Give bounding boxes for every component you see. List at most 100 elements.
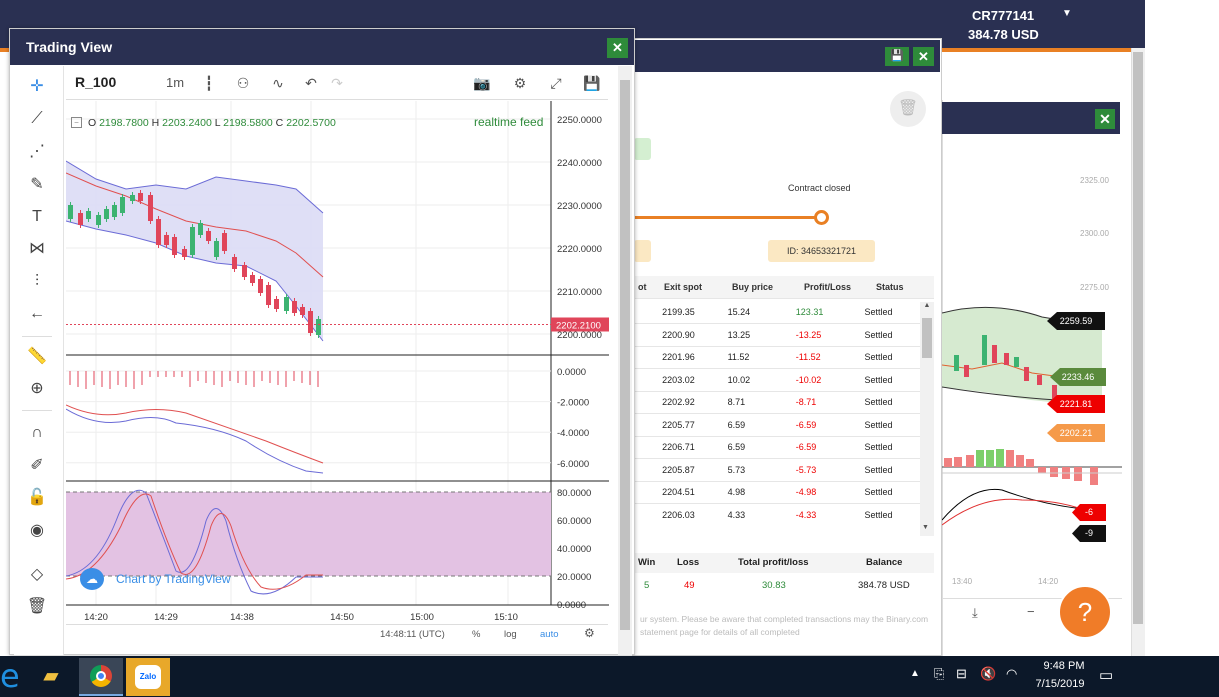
tv-scrollbar-thumb[interactable] [620,80,630,630]
candle [138,193,143,201]
mini-chart-close-button[interactable]: ✕ [1095,109,1115,129]
transaction-row[interactable]: 2203.02 10.02 -10.02 Settled [634,368,920,392]
screenshot-icon[interactable]: 📷 [473,75,491,91]
transaction-row[interactable]: 2206.71 6.59 -6.59 Settled [634,436,920,459]
account-dropdown-icon[interactable]: ▼ [1062,8,1072,19]
status-cell: Settled [860,346,920,369]
page-scrollbar-thumb[interactable] [1133,52,1143,624]
zoom-out-icon[interactable]: − [1027,604,1035,619]
crosshair-icon[interactable]: ✛ [30,78,44,95]
zalo-taskbar-button[interactable]: Zalo [126,658,170,696]
transaction-row[interactable]: 2201.96 11.52 -11.52 Settled [634,346,920,369]
chrome-taskbar-button[interactable] [79,658,123,696]
profit-loss-cell: -8.71 [791,391,861,414]
delete-icon[interactable]: 🗑 [26,598,48,615]
transactions-table: 2199.35 15.24 123.31 Settled 2200.90 13.25 -13… [634,301,920,526]
candle [316,319,321,335]
fullscreen-icon[interactable]: ⤢ [550,75,562,91]
prediction-icon[interactable]: ⫶ [34,273,39,290]
transactions-scrollbar[interactable]: ▲ [920,302,934,536]
candle [182,249,187,257]
candle [156,219,161,245]
scale-settings-icon[interactable]: ⚙ [584,626,595,640]
network-icon[interactable]: ⊟ [956,666,967,681]
file-explorer-icon[interactable]: ▰ [43,665,59,687]
transaction-row[interactable]: 2206.03 4.33 -4.33 Settled [634,503,920,526]
tray-expand-icon[interactable]: ▲ [910,668,920,679]
candle [284,297,289,311]
help-button[interactable]: ? [1058,585,1112,639]
scroll-up-icon[interactable]: ▲ [923,302,931,309]
save-button[interactable]: 💾 [885,47,909,66]
trading-view-header[interactable] [10,29,634,65]
lock-drawing-icon[interactable]: ✐ [30,457,44,474]
edge-icon[interactable]: e [0,657,20,695]
symbol-selector[interactable]: R_100 [75,74,117,90]
candle [266,285,271,305]
trading-view-close-button[interactable]: ✕ [607,38,628,58]
transactions-scroll-thumb[interactable] [922,318,932,358]
macd-tick: -4.0000 [557,428,589,439]
transaction-row[interactable]: 2204.51 4.98 -4.98 Settled [634,481,920,504]
candle [172,237,177,255]
download-icon[interactable]: ⤓ [972,605,978,620]
pattern-icon[interactable]: ⋈ [29,240,45,257]
unlock-icon[interactable]: 🔓 [27,489,47,506]
fib-icon[interactable]: ⋰ [29,143,45,160]
compare-icon[interactable]: ∿ [272,75,284,91]
brush-icon[interactable]: ✎ [30,176,44,193]
undo-icon[interactable]: ↶ [305,75,317,91]
page-margin [1145,0,1219,656]
redo-icon[interactable]: ↷ [331,75,343,91]
transaction-row[interactable]: 2199.35 15.24 123.31 Settled [634,301,920,324]
scroll-down-icon[interactable]: ▼ [922,524,929,531]
profit-loss-cell: -4.33 [791,503,861,526]
watermark[interactable]: Chart by TradingView [116,572,231,586]
price-chart[interactable]: 2250.0000 2240.0000 2230.0000 2220.0000 2210… [66,101,609,623]
save-layout-icon[interactable]: 💾 [583,75,601,91]
summary-balance: 384.78 USD [858,580,910,591]
summary-header: Win Loss Total profit/loss Balance [634,553,934,573]
text-icon[interactable]: T [32,208,42,225]
entry-spot-cell [634,503,659,526]
layers-icon[interactable]: ◇ [30,566,44,583]
contract-status-text: Contract closed [788,183,851,193]
account-id[interactable]: CR777141 [972,8,1035,23]
clock-date[interactable]: 7/15/2019 [1035,678,1085,690]
transaction-row[interactable]: 2205.87 5.73 -5.73 Settled [634,458,920,482]
legend-collapse-icon[interactable]: − [71,117,82,128]
eye-icon[interactable]: ◉ [30,522,44,539]
auto-toggle[interactable]: auto [540,629,559,640]
mini-chart-header[interactable] [942,102,1120,134]
contract-close-button[interactable]: ✕ [913,47,934,66]
candle [112,205,117,217]
wifi-icon[interactable]: ◠ [1006,666,1018,681]
usb-icon[interactable]: ⎘ [934,666,945,681]
candle [78,213,83,225]
profit-loss-cell: 123.31 [791,301,861,324]
time-tick: 14:38 [230,612,254,623]
transactions-list[interactable]: 2199.35 15.24 123.31 Settled 2200.90 13.25 -13… [634,301,920,526]
settings-icon[interactable]: ⚙ [513,75,527,91]
magnet-icon[interactable]: ∩ [31,424,43,441]
percent-toggle[interactable]: % [472,629,481,640]
ruler-icon[interactable]: 📏 [27,348,47,365]
clock-time[interactable]: 9:48 PM [1043,660,1085,672]
mini-time-tick: 13:40 [952,577,973,586]
price-tick: 2240.0000 [557,158,602,169]
transaction-row[interactable]: 2200.90 13.25 -13.25 Settled [634,323,920,347]
interval-selector[interactable]: 1m [165,75,185,90]
log-toggle[interactable]: log [504,629,517,640]
zoom-in-icon[interactable]: ⊕ [30,380,44,397]
trendline-icon[interactable]: ⟋ [31,110,43,127]
back-arrow-icon[interactable]: ← [29,305,45,322]
candles-icon[interactable]: ┇ [204,75,214,91]
clear-trash-icon[interactable]: 🗑 [890,91,926,127]
notifications-icon[interactable]: ▭ [1099,667,1114,684]
account-balance: 384.78 USD [968,27,1039,42]
indicators-icon[interactable]: ⚇ [236,75,250,91]
volume-mute-icon[interactable]: 🔇 [980,666,997,681]
transaction-row[interactable]: 2202.92 8.71 -8.71 Settled [634,391,920,414]
profit-loss-cell: -5.73 [791,458,861,482]
transaction-row[interactable]: 2205.77 6.59 -6.59 Settled [634,413,920,437]
